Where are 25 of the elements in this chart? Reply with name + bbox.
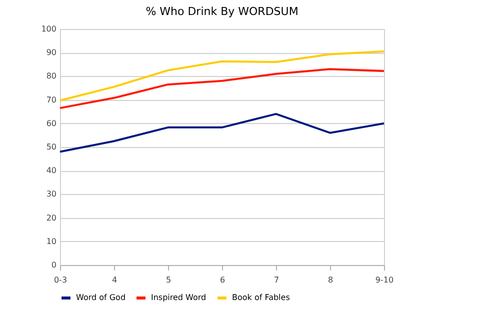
y-tick-label: 30 — [46, 190, 56, 199]
x-tick-label: 9-10 — [375, 276, 394, 284]
y-tick-label: 80 — [46, 72, 56, 81]
line-series — [59, 50, 385, 102]
line-series — [59, 112, 385, 153]
y-tick-label: 70 — [46, 95, 56, 104]
legend-label: Inspired Word — [151, 293, 206, 302]
legend-label: Book of Fables — [232, 293, 290, 302]
x-tick-label: 8 — [328, 276, 334, 284]
y-tick-label: 100 — [41, 24, 56, 34]
legend-label: Word of God — [76, 293, 126, 302]
x-tick-label: 5 — [166, 276, 172, 284]
y-tick-label: 10 — [46, 236, 56, 246]
y-tick-label: 50 — [46, 142, 56, 152]
y-tick-label: 20 — [46, 213, 56, 222]
y-tick-label: 40 — [46, 166, 56, 176]
line-series — [59, 68, 385, 110]
y-tick-label: 90 — [46, 48, 56, 58]
x-tick-label: 6 — [220, 276, 226, 284]
chart-title: % Who Drink By WORDSUM — [146, 5, 298, 18]
y-tick-label: 60 — [46, 118, 56, 128]
x-tick-label: 4 — [112, 276, 118, 284]
y-tick-label: 0 — [51, 260, 56, 270]
x-tick-label: 7 — [274, 276, 280, 284]
x-tick-label: 0-3 — [54, 276, 68, 284]
